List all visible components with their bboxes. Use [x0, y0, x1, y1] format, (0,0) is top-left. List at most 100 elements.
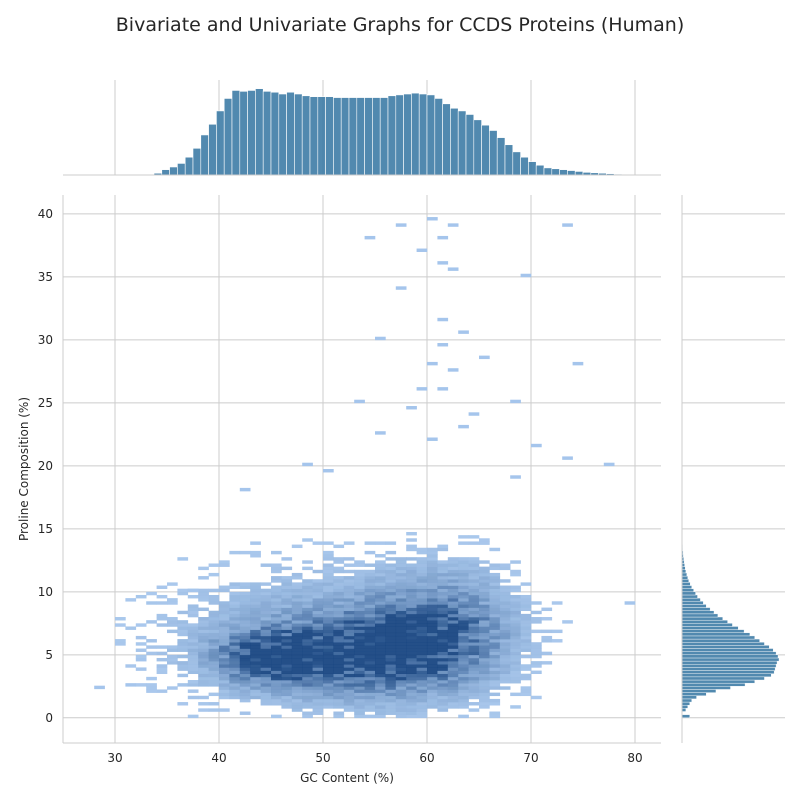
joint-heatmap-cell: [271, 651, 282, 656]
joint-heatmap-cell: [333, 698, 345, 703]
joint-heatmap-cell: [343, 708, 355, 712]
joint-heatmap-cell: [406, 617, 417, 621]
joint-heatmap-cell: [312, 601, 324, 605]
joint-heatmap-cell: [447, 654, 459, 659]
joint-heatmap-cell: [323, 613, 334, 618]
joint-heatmap-cell: [416, 620, 428, 624]
joint-heatmap-cell: [406, 667, 417, 671]
joint-heatmap-cell: [250, 654, 261, 659]
joint-heatmap-cell: [323, 591, 334, 596]
joint-heatmap-cell: [375, 569, 386, 574]
joint-heatmap-cell: [468, 708, 480, 712]
joint-heatmap-cell: [312, 692, 324, 697]
joint-heatmap-cell: [281, 607, 293, 612]
joint-heatmap-cell: [239, 670, 251, 675]
joint-heatmap-cell: [219, 613, 230, 618]
joint-heatmap-cell: [260, 639, 272, 643]
joint-heatmap-cell: [406, 683, 417, 687]
joint-heatmap-cell: [468, 601, 480, 605]
joint-heatmap-cell: [135, 667, 147, 671]
joint-heatmap-cell: [437, 673, 449, 678]
joint-heatmap-cell: [219, 651, 230, 656]
joint-heatmap-cell: [239, 613, 251, 618]
joint-heatmap-cell: [333, 680, 345, 684]
joint-heatmap-cell: [146, 683, 157, 687]
joint-heatmap-cell: [250, 695, 261, 700]
joint-heatmap-cell: [458, 639, 469, 643]
joint-heatmap-cell: [177, 639, 189, 643]
joint-heatmap-cell: [395, 588, 407, 593]
joint-heatmap-cell: [479, 594, 490, 599]
joint-heatmap-cell: [375, 711, 386, 715]
joint-heatmap-cell: [187, 654, 199, 659]
joint-heatmap-cell: [156, 651, 168, 656]
joint-heatmap-cell: [177, 645, 189, 649]
x-marginal-bar: [301, 95, 311, 176]
joint-heatmap-cell: [354, 708, 365, 712]
joint-heatmap: [94, 217, 636, 719]
joint-heatmap-cell: [489, 692, 501, 697]
joint-heatmap-cell: [479, 705, 490, 709]
joint-heatmap-cell: [551, 629, 563, 634]
joint-heatmap-cell: [520, 635, 532, 640]
joint-heatmap-cell: [458, 620, 469, 624]
joint-heatmap-cell: [406, 531, 417, 536]
joint-heatmap-cell: [395, 686, 407, 690]
joint-heatmap-cell: [489, 566, 501, 571]
joint-heatmap-cell: [520, 642, 532, 646]
joint-heatmap-cell: [437, 623, 449, 627]
joint-heatmap-cell: [416, 711, 428, 715]
joint-heatmap-cell: [385, 667, 397, 671]
joint-heatmap-cell: [208, 654, 220, 659]
joint-heatmap-cell: [135, 683, 147, 687]
joint-heatmap-cell: [499, 626, 511, 630]
joint-heatmap-cell: [406, 657, 417, 662]
joint-heatmap-cell: [208, 680, 220, 684]
x-marginal-bar: [208, 123, 217, 176]
joint-heatmap-cell: [333, 654, 345, 659]
joint-heatmap-cell: [364, 610, 376, 615]
joint-heatmap-cell: [395, 635, 407, 640]
joint-outlier-cell: [468, 412, 480, 416]
joint-heatmap-cell: [323, 563, 334, 567]
joint-heatmap-cell: [427, 676, 438, 681]
x-marginal-bar: [333, 97, 342, 176]
joint-heatmap-cell: [198, 680, 209, 684]
joint-heatmap-cell: [499, 648, 511, 652]
x-marginal-bar: [309, 96, 319, 176]
joint-heatmap-cell: [323, 554, 334, 558]
joint-heatmap-cell: [427, 648, 438, 652]
joint-heatmap-cell: [510, 705, 521, 709]
joint-heatmap-cell: [375, 613, 386, 618]
joint-heatmap-cell: [416, 566, 428, 571]
joint-heatmap-cell: [229, 550, 241, 555]
x-marginal-bar: [169, 166, 178, 176]
joint-heatmap-cell: [302, 610, 313, 615]
joint-heatmap-cell: [156, 689, 168, 693]
joint-heatmap-cell: [250, 676, 261, 681]
y-marginal-bar: [681, 588, 694, 593]
joint-heatmap-cell: [510, 629, 521, 634]
joint-heatmap-cell: [354, 667, 365, 671]
joint-heatmap-cell: [489, 683, 501, 687]
joint-heatmap-cell: [489, 626, 501, 630]
joint-heatmap-cell: [281, 588, 293, 593]
joint-heatmap-cell: [343, 601, 355, 605]
joint-heatmap-cell: [302, 657, 313, 662]
joint-heatmap-cell: [291, 648, 303, 652]
joint-heatmap-cell: [333, 594, 345, 599]
joint-heatmap-cell: [447, 683, 459, 687]
joint-heatmap-cell: [479, 683, 490, 687]
joint-heatmap-cell: [219, 635, 230, 640]
joint-heatmap-cell: [375, 680, 386, 684]
joint-heatmap-cell: [198, 623, 209, 627]
joint-heatmap-cell: [385, 613, 397, 618]
joint-heatmap-cell: [499, 623, 511, 627]
joint-heatmap-cell: [468, 654, 480, 659]
joint-heatmap-cell: [479, 645, 490, 649]
joint-heatmap-cell: [198, 607, 209, 612]
joint-heatmap-cell: [239, 686, 251, 690]
joint-heatmap-cell: [250, 610, 261, 615]
joint-heatmap-cell: [291, 626, 303, 630]
joint-heatmap-cell: [489, 585, 501, 589]
